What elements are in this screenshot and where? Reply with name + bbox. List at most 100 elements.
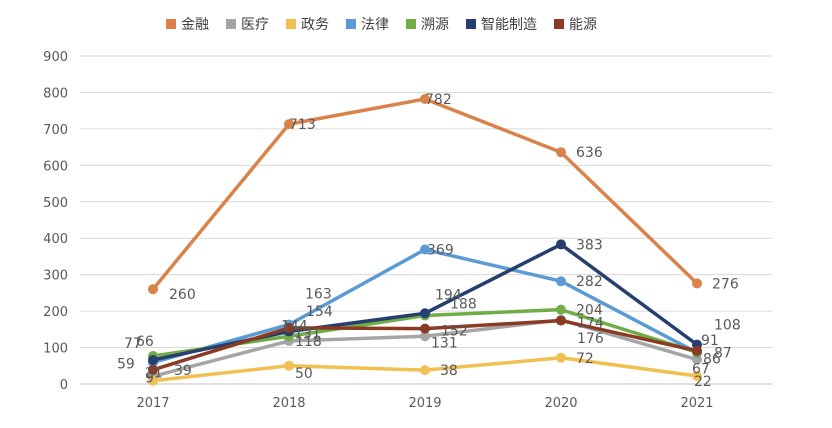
data-point [420,308,430,319]
series-政务 [148,352,702,386]
legend-label: 能源 [569,17,597,33]
y-tick-label: 300 [43,269,68,284]
legend-item: 智能制造 [466,17,537,33]
y-axis: 0 100 200 300 400 500 600 700 800 900 [43,50,68,393]
legend-swatch [226,19,236,29]
data-point [148,284,158,295]
data-label: 59 [117,356,135,372]
legend-swatch [554,19,564,29]
series-line [151,97,699,291]
data-point [420,94,430,105]
y-tick-label: 200 [43,305,68,320]
legend-label: 智能制造 [481,17,537,33]
legend-swatch [286,19,296,29]
legend-label: 政务 [301,17,329,33]
y-tick-label: 600 [43,159,68,174]
y-tick-label: 800 [43,86,68,101]
legend-item: 溯源 [406,17,449,33]
data-label: 91 [701,333,719,349]
data-label: 86 [703,352,721,368]
data-point [148,354,158,365]
data-label: 152 [441,324,468,340]
legend-item: 政务 [286,17,329,33]
data-point [284,360,294,371]
data-label: 87 [714,345,732,361]
data-label: 383 [576,237,603,253]
data-label: 713 [289,117,316,133]
data-point [556,147,566,158]
data-label: 131 [431,335,458,351]
plot-area [148,94,702,386]
data-point [692,345,702,356]
data-label: 194 [435,287,462,303]
data-label: 66 [136,334,154,350]
data-point [284,322,294,333]
data-label: 782 [425,92,452,108]
legend-label: 医疗 [241,17,269,33]
x-tick-label: 2017 [136,396,169,411]
data-point [556,352,566,363]
data-label: 144 [281,319,308,335]
grid-lines [80,55,772,385]
data-point [692,278,702,289]
data-label: 260 [169,287,196,303]
y-tick-label: 500 [43,196,68,211]
legend-swatch [166,19,176,29]
data-point [148,364,158,375]
data-point [420,323,430,334]
data-label: 176 [577,331,604,347]
data-label: 67 [692,362,710,378]
x-tick-label: 2018 [272,396,305,411]
y-tick-label: 700 [43,123,68,138]
y-tick-label: 900 [43,50,68,65]
series-法律 [148,244,702,368]
data-point [420,244,430,255]
data-point [148,375,158,386]
data-label: 154 [306,304,333,320]
data-point [420,331,430,342]
y-tick-label: 0 [60,378,68,393]
legend-swatch [346,19,356,29]
x-tick-label: 2021 [680,396,713,411]
legend: 金融 医疗 政务 法律 溯源 智能制造 能源 [166,17,597,33]
data-label: 9 [145,371,154,387]
data-point [420,365,430,376]
data-label: 39 [174,363,192,379]
legend-item: 法律 [346,17,389,33]
x-tick-label: 2019 [408,396,441,411]
data-point [556,239,566,250]
legend-item: 医疗 [226,17,269,33]
data-point [556,304,566,315]
x-tick-label: 2020 [544,396,577,411]
data-label: 204 [576,303,603,319]
y-tick-label: 400 [43,232,68,247]
data-point [692,354,702,365]
series-金融 [148,94,702,295]
data-point [556,276,566,287]
y-tick-label: 100 [43,342,68,357]
data-label: 50 [295,366,313,382]
legend-swatch [466,19,476,29]
data-point [284,119,294,130]
legend-label: 金融 [181,17,209,33]
data-label: 276 [712,276,739,292]
legend-label: 法律 [361,17,389,33]
data-label: 188 [450,296,477,312]
data-label: 38 [440,363,458,379]
legend-label: 溯源 [421,17,449,33]
data-label: 108 [714,318,741,334]
data-point [556,315,566,326]
data-label: 21 [145,365,163,381]
series-能源 [148,315,702,375]
data-point [692,370,702,381]
data-label: 282 [576,274,603,290]
series-line [151,242,699,362]
data-label: 118 [295,334,322,350]
data-label: 636 [576,145,603,161]
legend-item: 金融 [166,17,209,33]
x-axis: 2017 2018 2019 2020 2021 [136,396,713,411]
data-label: 131 [294,326,321,342]
data-label: 77 [124,336,142,352]
